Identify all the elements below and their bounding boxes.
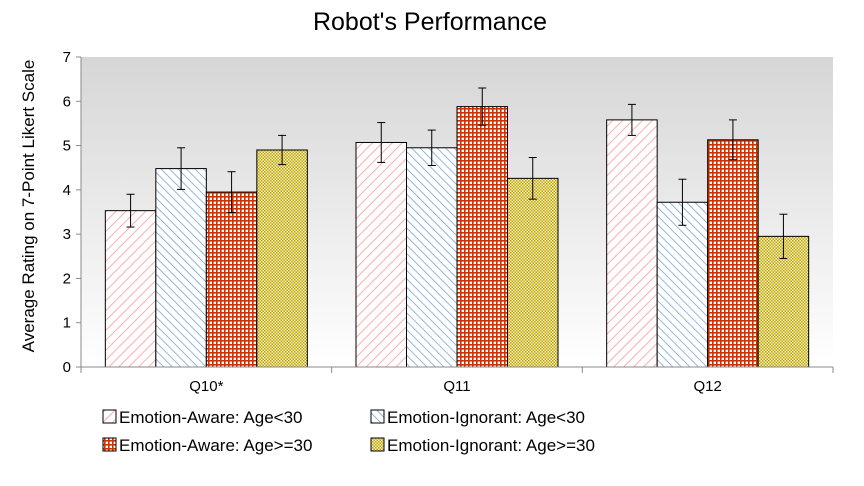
bar (656, 201, 709, 368)
bar (606, 119, 658, 368)
x-tick-label: Q10* (189, 378, 223, 395)
legend-swatch (370, 437, 385, 452)
bar (205, 191, 258, 368)
y-tick-label: 1 (63, 315, 71, 332)
bars (104, 106, 810, 368)
legend-label: Emotion-Aware: Age>=30 (119, 436, 312, 455)
legend-label: Emotion-Ignorant: Age<30 (387, 408, 585, 427)
bar (456, 106, 508, 368)
y-tick-label: 2 (63, 270, 71, 287)
x-tick-label: Q11 (443, 378, 470, 395)
legend-label: Emotion-Ignorant: Age>=30 (387, 436, 595, 455)
bar (707, 139, 759, 368)
bar (507, 177, 559, 368)
legend-swatch (102, 409, 117, 424)
legend-swatch (370, 409, 385, 424)
y-tick-label: 7 (63, 49, 71, 66)
chart-title: Robot's Performance (313, 8, 547, 36)
y-tick-label: 3 (63, 226, 71, 243)
bar (256, 149, 308, 368)
x-tick-label: Q12 (693, 378, 721, 395)
y-tick-label: 5 (63, 138, 71, 155)
legend-swatch (102, 437, 117, 452)
y-axis-title: Average Rating on 7-Point Likert Scale (19, 60, 38, 353)
error-bars (126, 87, 788, 259)
legend-label: Emotion-Aware: Age<30 (119, 408, 303, 427)
x-axis: Q10* Q11 Q12 (80, 366, 834, 395)
y-tick-label: 6 (63, 93, 71, 110)
legend: Emotion-Aware: Age<30 Emotion-Ignorant: A… (102, 408, 595, 455)
bar (104, 210, 157, 368)
y-tick-label: 4 (63, 182, 71, 199)
bar (155, 168, 207, 368)
y-tick-label: 0 (63, 359, 71, 376)
y-axis: 0 1 2 3 4 5 6 7 (63, 49, 82, 376)
bar (406, 147, 458, 368)
bar (355, 141, 407, 368)
